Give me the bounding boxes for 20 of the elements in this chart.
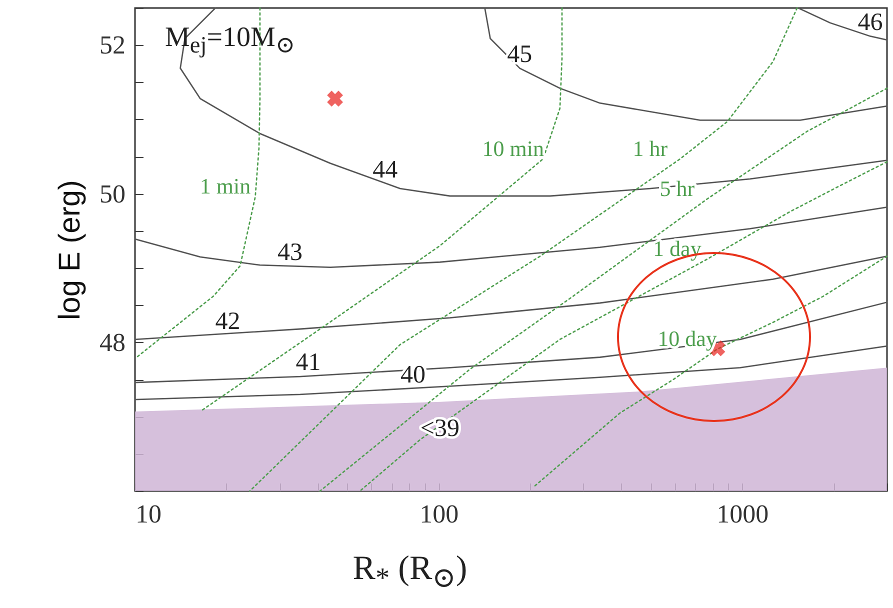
x-tick-label: 1000 bbox=[716, 500, 769, 528]
y-tick-label: 48 bbox=[100, 328, 126, 357]
y-tick-label: 52 bbox=[100, 30, 126, 60]
annotation: <39 bbox=[420, 414, 460, 442]
annotation: 46 bbox=[858, 9, 883, 36]
series-label: 1 min bbox=[200, 174, 251, 199]
annotation: 43 bbox=[277, 238, 302, 266]
series-label: 1 day bbox=[653, 236, 702, 262]
annotation: 41 bbox=[296, 348, 321, 376]
annotation: 44 bbox=[372, 156, 398, 184]
x-tick-label: 100 bbox=[420, 500, 459, 528]
annotation: M$_{ej}$=10M$_{⊙}$ bbox=[165, 22, 295, 60]
annotation: 42 bbox=[215, 308, 240, 335]
x-axis-title: R$_{*}$ (R$_{⊙}$) bbox=[352, 550, 468, 595]
series-label: 1 hr bbox=[632, 136, 668, 161]
y-axis-title: log E (erg) bbox=[54, 180, 86, 320]
series-label: 10 min bbox=[482, 136, 544, 161]
y-tick-label: 50 bbox=[100, 179, 126, 208]
annotation: 45 bbox=[507, 41, 532, 68]
x-tick-label: 10 bbox=[136, 500, 162, 528]
